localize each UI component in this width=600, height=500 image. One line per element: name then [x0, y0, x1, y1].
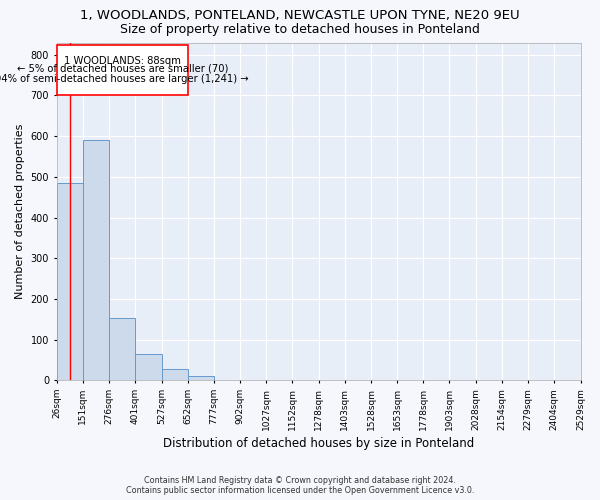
X-axis label: Distribution of detached houses by size in Ponteland: Distribution of detached houses by size …: [163, 437, 474, 450]
Bar: [161, 370, 188, 380]
Text: Contains HM Land Registry data © Crown copyright and database right 2024.
Contai: Contains HM Land Registry data © Crown c…: [126, 476, 474, 495]
Text: 94% of semi-detached houses are larger (1,241) →: 94% of semi-detached houses are larger (…: [0, 74, 249, 85]
Bar: [135, 354, 161, 380]
Text: 1, WOODLANDS, PONTELAND, NEWCASTLE UPON TYNE, NE20 9EU: 1, WOODLANDS, PONTELAND, NEWCASTLE UPON …: [80, 9, 520, 22]
Bar: [109, 318, 135, 380]
Y-axis label: Number of detached properties: Number of detached properties: [15, 124, 25, 299]
Text: 1 WOODLANDS: 88sqm: 1 WOODLANDS: 88sqm: [64, 56, 181, 66]
FancyBboxPatch shape: [56, 46, 188, 96]
Text: Size of property relative to detached houses in Ponteland: Size of property relative to detached ho…: [120, 22, 480, 36]
Bar: [56, 183, 83, 380]
Bar: [83, 140, 109, 380]
Bar: [188, 376, 214, 380]
Text: ← 5% of detached houses are smaller (70): ← 5% of detached houses are smaller (70): [17, 64, 228, 74]
